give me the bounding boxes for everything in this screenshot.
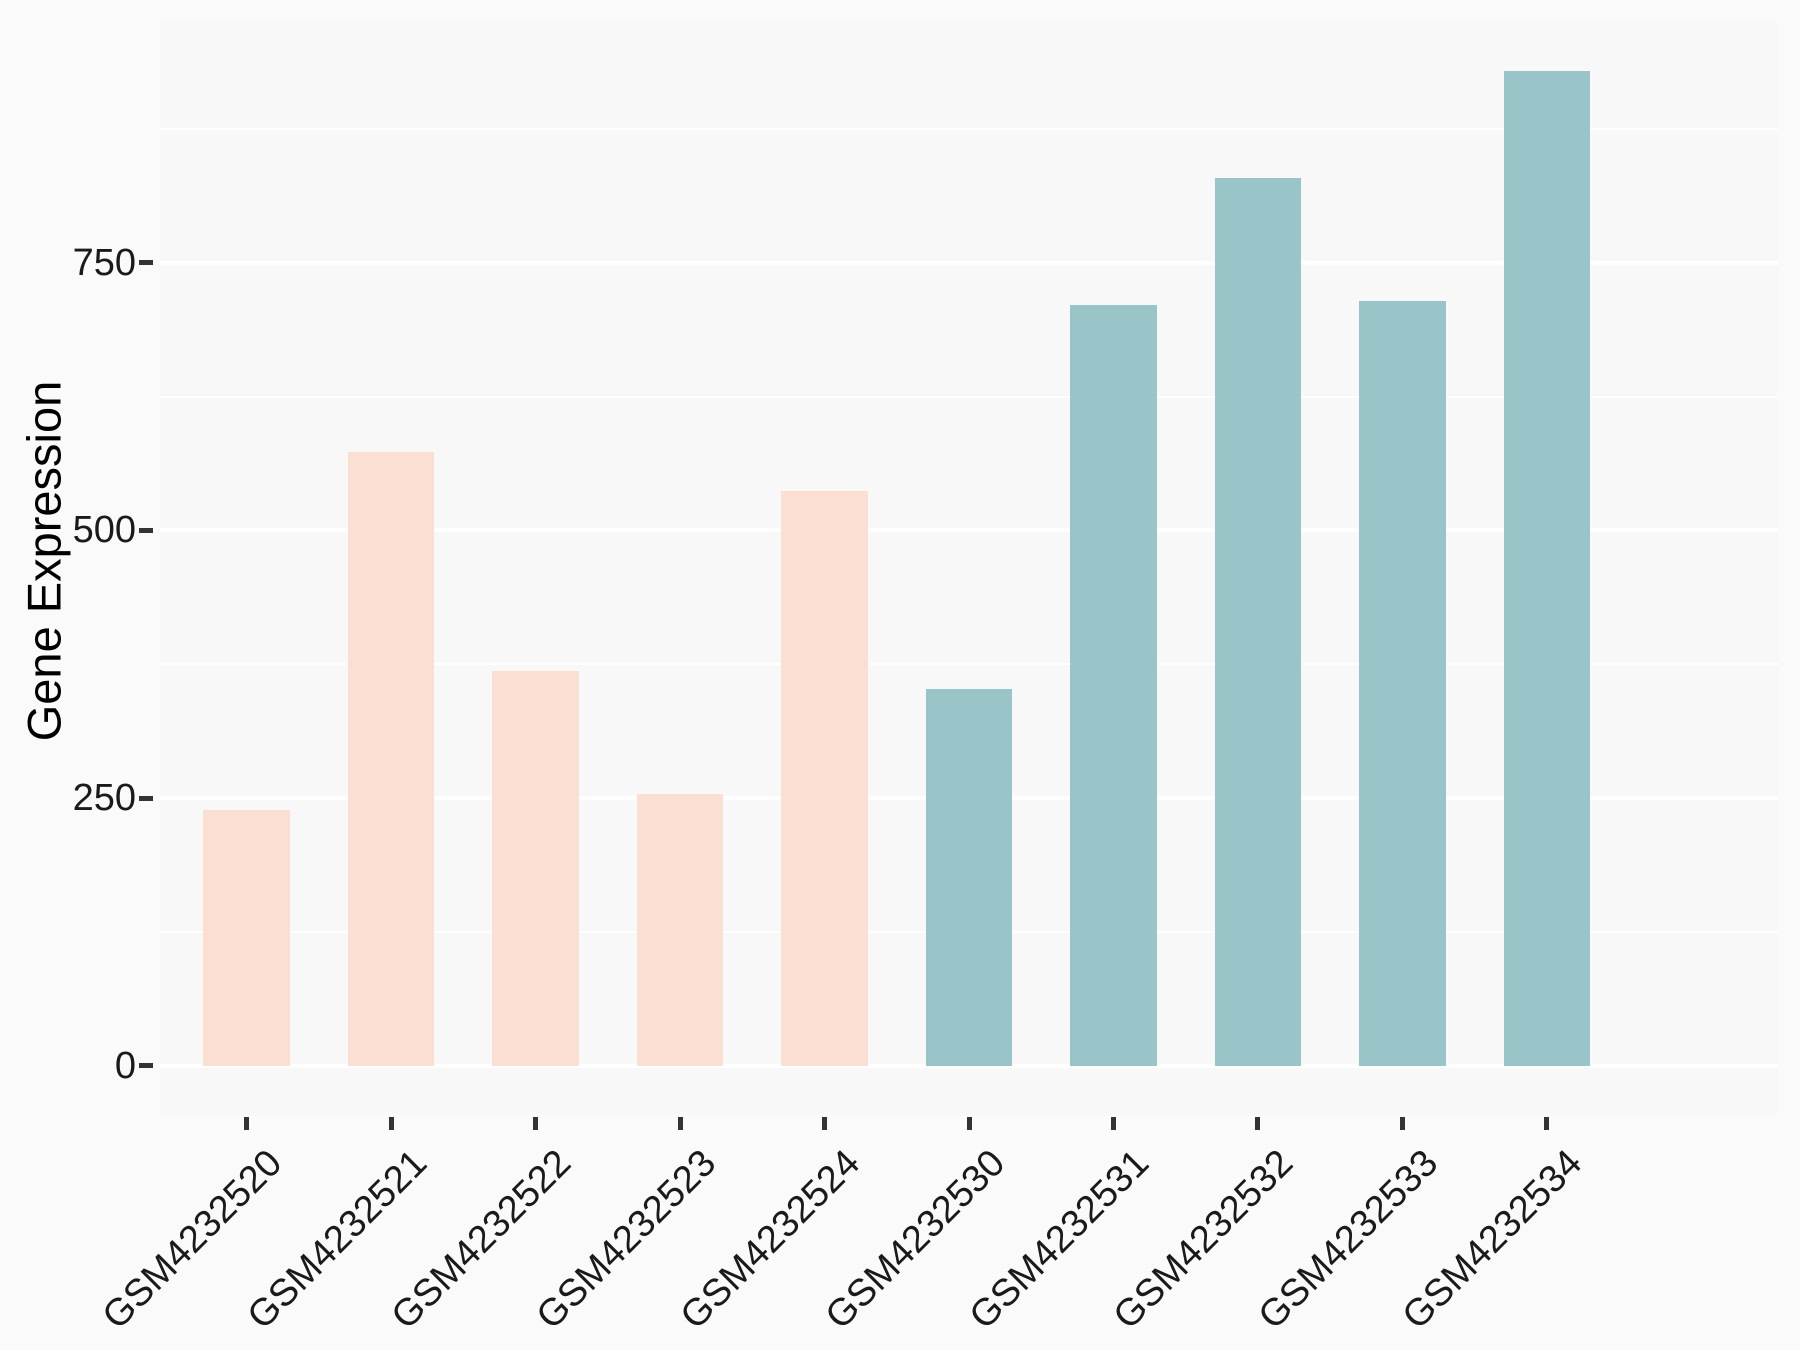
x-tick-mark <box>677 1117 683 1130</box>
y-tick-label: 500 <box>72 509 136 552</box>
x-tick-mark <box>822 1117 828 1130</box>
bar-GSM4232531 <box>1070 304 1157 1066</box>
bar-GSM4232530 <box>925 688 1013 1066</box>
y-tick-label: 250 <box>72 777 136 820</box>
y-tick-mark <box>139 260 153 266</box>
plot-panel <box>160 22 1778 1115</box>
x-tick-mark <box>1110 1117 1116 1130</box>
x-tick-mark <box>388 1117 394 1130</box>
x-tick-mark <box>1399 1117 1405 1130</box>
bar-GSM4232524 <box>781 490 868 1066</box>
bar-GSM4232532 <box>1214 178 1302 1066</box>
bar-GSM4232522 <box>492 670 579 1066</box>
minor-gridline <box>160 663 1778 666</box>
x-tick-mark <box>1544 1117 1550 1130</box>
y-tick-mark <box>139 795 153 801</box>
bar-GSM4232523 <box>636 793 724 1066</box>
x-tick-mark <box>533 1117 539 1130</box>
bar-GSM4232534 <box>1503 71 1591 1066</box>
major-gridline <box>160 260 1778 265</box>
minor-gridline <box>160 395 1778 398</box>
bar-GSM4232521 <box>347 452 435 1066</box>
major-gridline <box>160 528 1778 533</box>
bar-GSM4232533 <box>1359 301 1446 1066</box>
y-tick-mark <box>139 1063 153 1069</box>
bar-GSM4232520 <box>203 809 290 1066</box>
y-axis-title: Gene Expression <box>17 380 71 742</box>
y-tick-label: 750 <box>72 241 136 284</box>
minor-gridline <box>160 128 1778 131</box>
y-tick-mark <box>139 527 153 533</box>
y-tick-label: 0 <box>114 1044 136 1087</box>
x-tick-mark <box>244 1117 250 1130</box>
major-gridline <box>160 1063 1778 1068</box>
x-tick-mark <box>1255 1117 1261 1130</box>
x-tick-mark <box>966 1117 972 1130</box>
